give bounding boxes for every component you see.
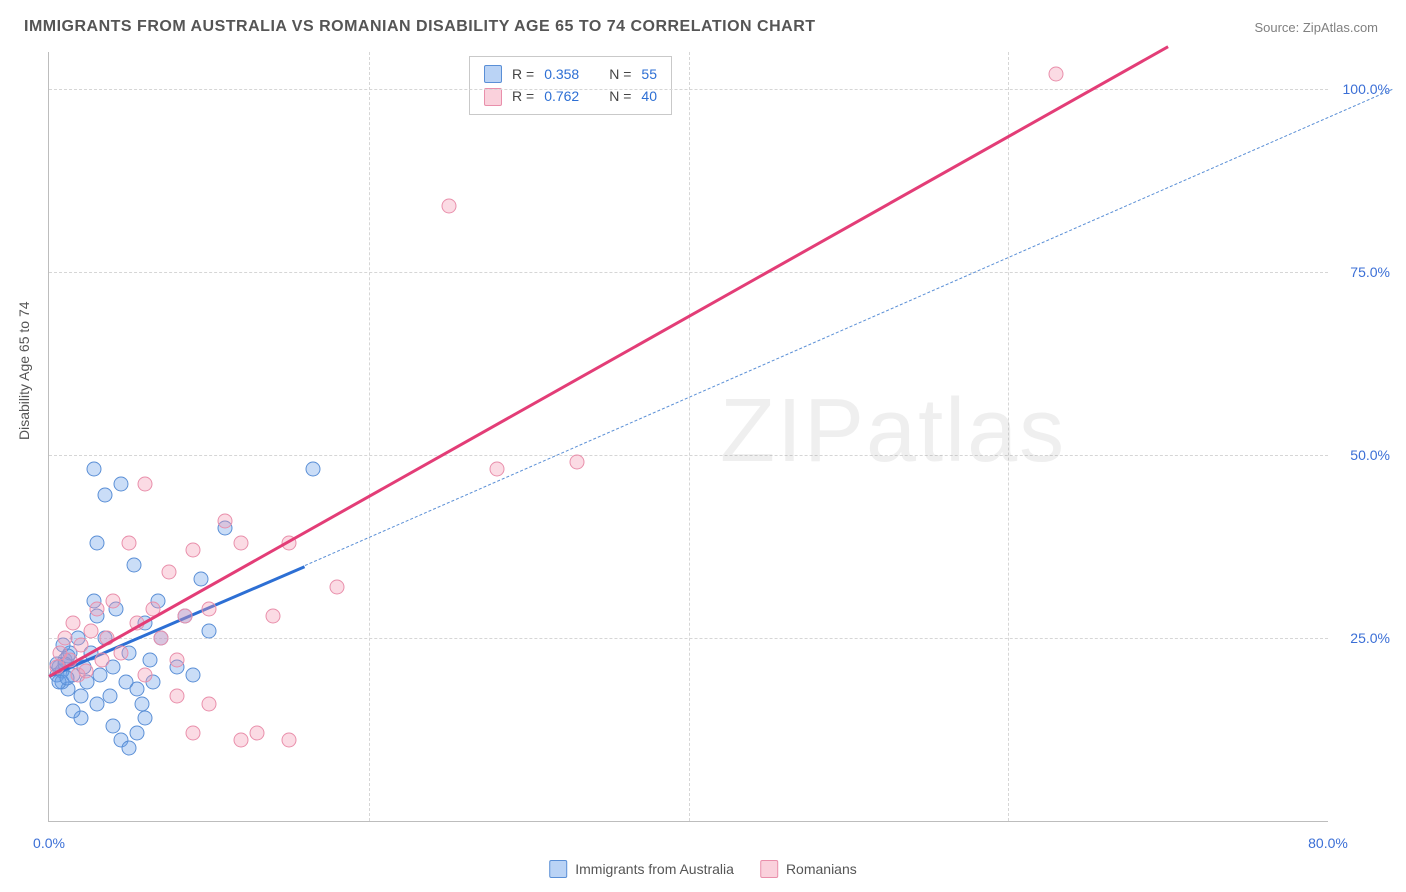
data-point-australia bbox=[97, 488, 112, 503]
data-point-australia bbox=[89, 535, 104, 550]
data-point-romanians bbox=[281, 733, 296, 748]
gridline-vertical bbox=[689, 52, 690, 821]
data-point-romanians bbox=[121, 535, 136, 550]
data-point-romanians bbox=[153, 630, 168, 645]
legend-r-value: 0.358 bbox=[544, 63, 579, 85]
data-point-romanians bbox=[249, 726, 264, 741]
data-point-romanians bbox=[265, 608, 280, 623]
legend-n-value: 55 bbox=[641, 63, 657, 85]
data-point-romanians bbox=[217, 513, 232, 528]
data-point-romanians bbox=[113, 645, 128, 660]
data-point-romanians bbox=[185, 543, 200, 558]
data-point-romanians bbox=[569, 455, 584, 470]
watermark: ZIPatlas bbox=[720, 380, 1066, 483]
data-point-romanians bbox=[161, 564, 176, 579]
trend-line bbox=[48, 45, 1168, 677]
data-point-romanians bbox=[65, 616, 80, 631]
data-point-australia bbox=[113, 477, 128, 492]
legend-label: Immigrants from Australia bbox=[575, 861, 734, 877]
y-tick-label: 50.0% bbox=[1350, 447, 1390, 463]
legend-item: Romanians bbox=[760, 860, 857, 878]
x-tick-label: 80.0% bbox=[1308, 835, 1348, 851]
data-point-australia bbox=[105, 718, 120, 733]
watermark-bold: ZIP bbox=[720, 381, 866, 481]
legend-label: Romanians bbox=[786, 861, 857, 877]
data-point-romanians bbox=[233, 733, 248, 748]
data-point-australia bbox=[73, 689, 88, 704]
scatter-chart: R = 0.358 N = 55 R = 0.762 N = 40 25.0%5… bbox=[48, 52, 1328, 822]
y-tick-label: 75.0% bbox=[1350, 264, 1390, 280]
data-point-australia bbox=[137, 711, 152, 726]
correlation-legend: R = 0.358 N = 55 R = 0.762 N = 40 bbox=[469, 56, 672, 115]
gridline-vertical bbox=[369, 52, 370, 821]
data-point-australia bbox=[126, 557, 141, 572]
y-tick-label: 100.0% bbox=[1343, 81, 1390, 97]
data-point-romanians bbox=[78, 663, 93, 678]
data-point-romanians bbox=[233, 535, 248, 550]
data-point-australia bbox=[129, 726, 144, 741]
data-point-romanians bbox=[169, 652, 184, 667]
chart-title: IMMIGRANTS FROM AUSTRALIA VS ROMANIAN DI… bbox=[24, 18, 816, 36]
y-axis-title: Disability Age 65 to 74 bbox=[16, 301, 32, 440]
data-point-romanians bbox=[89, 601, 104, 616]
watermark-thin: atlas bbox=[866, 381, 1066, 481]
data-point-australia bbox=[134, 696, 149, 711]
legend-r-label: R = bbox=[512, 63, 534, 85]
y-tick-label: 25.0% bbox=[1350, 630, 1390, 646]
data-point-australia bbox=[185, 667, 200, 682]
data-point-australia bbox=[65, 704, 80, 719]
data-point-australia bbox=[129, 682, 144, 697]
legend-item: Immigrants from Australia bbox=[549, 860, 734, 878]
data-point-australia bbox=[193, 572, 208, 587]
legend-swatch-blue bbox=[549, 860, 567, 878]
data-point-romanians bbox=[185, 726, 200, 741]
data-point-romanians bbox=[201, 601, 216, 616]
legend-swatch-blue bbox=[484, 65, 502, 83]
data-point-romanians bbox=[83, 623, 98, 638]
data-point-australia bbox=[305, 462, 320, 477]
data-point-romanians bbox=[329, 579, 344, 594]
data-point-romanians bbox=[177, 608, 192, 623]
data-point-romanians bbox=[94, 652, 109, 667]
data-point-australia bbox=[89, 696, 104, 711]
legend-swatch-pink bbox=[484, 88, 502, 106]
data-point-romanians bbox=[73, 638, 88, 653]
data-point-australia bbox=[142, 652, 157, 667]
data-point-romanians bbox=[1049, 66, 1064, 81]
legend-swatch-pink bbox=[760, 860, 778, 878]
data-point-romanians bbox=[441, 198, 456, 213]
data-point-romanians bbox=[57, 630, 72, 645]
data-point-australia bbox=[86, 462, 101, 477]
data-point-australia bbox=[102, 689, 117, 704]
x-tick-label: 0.0% bbox=[33, 835, 65, 851]
data-point-australia bbox=[201, 623, 216, 638]
data-point-romanians bbox=[201, 696, 216, 711]
data-point-romanians bbox=[105, 594, 120, 609]
trend-line bbox=[305, 89, 1393, 566]
data-point-romanians bbox=[169, 689, 184, 704]
data-point-romanians bbox=[489, 462, 504, 477]
data-point-romanians bbox=[137, 477, 152, 492]
legend-n-label: N = bbox=[609, 63, 631, 85]
series-legend: Immigrants from Australia Romanians bbox=[549, 860, 857, 878]
data-point-romanians bbox=[137, 667, 152, 682]
legend-row: R = 0.358 N = 55 bbox=[484, 63, 657, 85]
data-point-australia bbox=[121, 740, 136, 755]
source-attribution: Source: ZipAtlas.com bbox=[1254, 20, 1378, 35]
